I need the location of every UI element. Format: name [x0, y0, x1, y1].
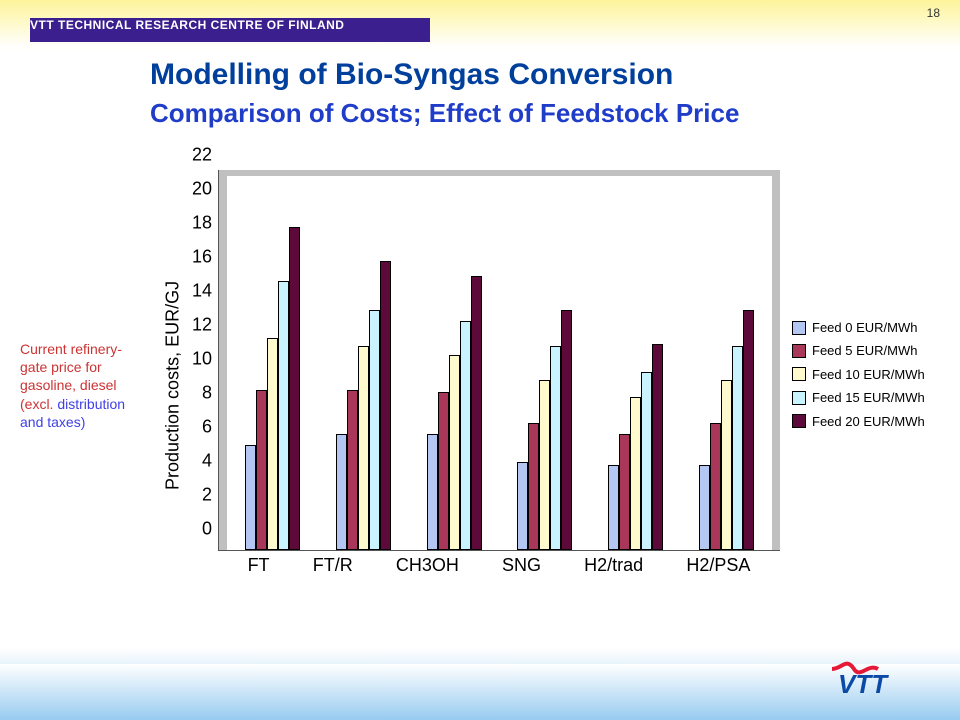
- legend-item: Feed 20 EUR/MWh: [792, 410, 942, 433]
- legend-label: Feed 5 EUR/MWh: [812, 339, 917, 362]
- x-tick: H2/PSA: [686, 555, 750, 595]
- bg-bottom: [0, 664, 960, 720]
- legend-swatch: [792, 344, 806, 358]
- bar: [449, 355, 460, 551]
- bar: [438, 392, 449, 550]
- vtt-logo: VTT: [830, 649, 930, 702]
- x-ticks: FT FT/R CH3OH SNG H2/trad H2/PSA: [218, 551, 780, 595]
- bar: [550, 346, 561, 550]
- header-label: VTT TECHNICAL RESEARCH CENTRE OF FINLAND: [30, 18, 344, 32]
- legend-item: Feed 15 EUR/MWh: [792, 386, 942, 409]
- bar: [267, 338, 278, 551]
- bar: [619, 434, 630, 550]
- y-axis-label: Production costs, EUR/GJ: [160, 170, 186, 600]
- side-note: Current refinery-gate price for gasoline…: [20, 340, 140, 431]
- logo-icon: VTT: [830, 649, 930, 697]
- legend-label: Feed 0 EUR/MWh: [812, 316, 917, 339]
- bar-group: [608, 344, 663, 550]
- bar-group: [699, 310, 754, 550]
- slide: 18 VTT TECHNICAL RESEARCH CENTRE OF FINL…: [0, 0, 960, 720]
- x-tick: CH3OH: [396, 555, 459, 595]
- plot-area: [218, 170, 780, 551]
- legend-swatch: [792, 391, 806, 405]
- bar: [608, 465, 619, 550]
- bar-group: [517, 310, 572, 550]
- legend-swatch: [792, 367, 806, 381]
- y-tick: 8: [202, 383, 212, 404]
- y-tick: 0: [202, 519, 212, 540]
- bar: [278, 281, 289, 550]
- bar: [369, 310, 380, 550]
- y-tick: 12: [192, 315, 212, 336]
- bar: [289, 227, 300, 550]
- bar: [460, 321, 471, 551]
- bar: [710, 423, 721, 551]
- bar-group: [245, 227, 300, 550]
- y-tick: 4: [202, 451, 212, 472]
- bar: [256, 390, 267, 550]
- bar: [380, 261, 391, 550]
- x-tick: SNG: [502, 555, 541, 595]
- x-tick: FT/R: [313, 555, 353, 595]
- legend-item: Feed 0 EUR/MWh: [792, 316, 942, 339]
- legend-item: Feed 10 EUR/MWh: [792, 363, 942, 386]
- y-tick: 2: [202, 485, 212, 506]
- chart: Production costs, EUR/GJ 0 2 4 6 8 10 12 14 16 18…: [160, 170, 780, 600]
- bar: [721, 380, 732, 550]
- bar: [652, 344, 663, 550]
- y-tick: 16: [192, 247, 212, 268]
- bar: [561, 310, 572, 550]
- plot-inner: [227, 176, 772, 550]
- y-tick: 22: [192, 145, 212, 166]
- title-text: Modelling of Bio-Syngas Conversion: [150, 58, 673, 91]
- bar: [336, 434, 347, 550]
- legend-label: Feed 15 EUR/MWh: [812, 386, 925, 409]
- bar: [471, 276, 482, 550]
- legend-item: Feed 5 EUR/MWh: [792, 339, 942, 362]
- y-tick: 20: [192, 179, 212, 200]
- y-ticks: 0246810121416182022: [186, 170, 218, 550]
- bar: [517, 462, 528, 550]
- y-tick: 6: [202, 417, 212, 438]
- bar-group: [336, 261, 391, 550]
- legend-label: Feed 20 EUR/MWh: [812, 410, 925, 433]
- bar: [245, 445, 256, 550]
- bar: [347, 390, 358, 550]
- legend-swatch: [792, 321, 806, 335]
- y-tick: 10: [192, 349, 212, 370]
- bar: [743, 310, 754, 550]
- x-tick: H2/trad: [584, 555, 643, 595]
- slide-title: Modelling of Bio-Syngas Conversion Compa…: [150, 56, 739, 131]
- svg-text:VTT: VTT: [838, 669, 889, 697]
- bar: [732, 346, 743, 550]
- legend-label: Feed 10 EUR/MWh: [812, 363, 925, 386]
- bar: [427, 434, 438, 550]
- bar: [630, 397, 641, 550]
- bar: [641, 372, 652, 551]
- legend: Feed 0 EUR/MWhFeed 5 EUR/MWhFeed 10 EUR/…: [792, 316, 942, 433]
- subtitle-text: Comparison of Costs; Effect of Feedstock…: [150, 98, 739, 128]
- bar: [539, 380, 550, 550]
- plot-column: FT FT/R CH3OH SNG H2/trad H2/PSA: [218, 170, 780, 600]
- y-tick: 18: [192, 213, 212, 234]
- bar: [699, 465, 710, 550]
- bar-group: [427, 276, 482, 550]
- x-tick: FT: [248, 555, 270, 595]
- bar: [528, 423, 539, 551]
- legend-swatch: [792, 414, 806, 428]
- slide-number: 18: [927, 6, 940, 20]
- bar: [358, 346, 369, 550]
- y-tick: 14: [192, 281, 212, 302]
